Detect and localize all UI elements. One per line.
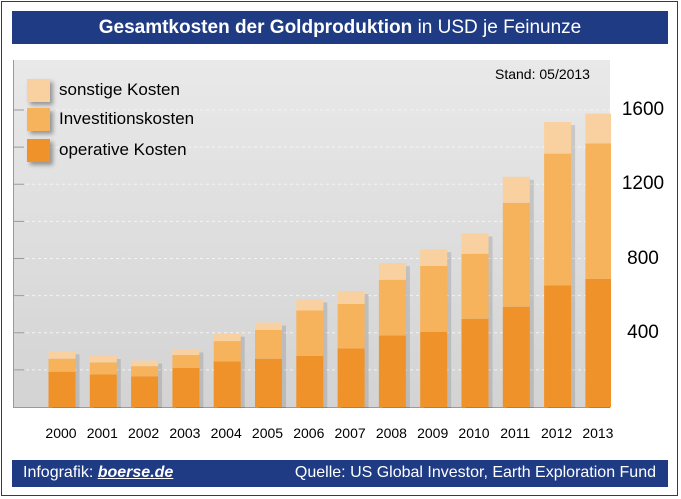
bar-investition-2004 [213, 341, 241, 362]
x-tick-label: 2008 [375, 425, 407, 441]
legend-label-sonstige: sonstige Kosten [59, 80, 180, 99]
bar-investition-2008 [378, 279, 406, 336]
bar-operative-2003 [172, 368, 200, 407]
x-tick-label: 2009 [417, 425, 449, 441]
bar-investition-2005 [255, 329, 282, 359]
bar-sonstige-2000 [48, 351, 76, 359]
title-rest: in USD je Feinunze [417, 17, 582, 38]
bar-sonstige-2009 [420, 249, 448, 266]
bar-operative-2013 [585, 278, 613, 407]
bar-operative-2001 [89, 374, 117, 407]
footer-source: Quelle: US Global Investor, Earth Explor… [294, 464, 656, 481]
bar-sonstige-2007 [337, 290, 365, 304]
x-tick-label: 2012 [541, 425, 573, 441]
bar-investition-2007 [337, 303, 365, 349]
bar-operative-2012 [544, 285, 572, 407]
x-tick-label: 2003 [169, 425, 201, 441]
bar-sonstige-2005 [255, 322, 282, 330]
stand-date: Stand: 05/2013 [495, 66, 590, 82]
plot-area [13, 60, 617, 410]
bar-investition-2006 [296, 310, 324, 356]
bar-sonstige-2013 [585, 113, 613, 144]
bar-operative-2002 [131, 376, 159, 407]
bar-operative-2007 [337, 348, 365, 407]
chart-title: Gesamtkosten der Goldproduktion in USD j… [12, 11, 668, 44]
footer-bar: Infografik: boerse.de Quelle: US Global … [12, 460, 668, 487]
bar-sonstige-2004 [213, 333, 241, 342]
legend-swatch-operative [27, 138, 50, 162]
bar-operative-2008 [378, 335, 406, 407]
bar-sonstige-2006 [296, 299, 324, 311]
footer-credit: Infografik: boerse.de [23, 464, 173, 482]
footer-brand-link[interactable]: boerse.de [97, 464, 174, 481]
bar-operative-2004 [213, 361, 241, 407]
title-bold: Gesamtkosten der Goldproduktion [98, 17, 413, 38]
bar-operative-2009 [420, 331, 448, 407]
bar-operative-2010 [461, 318, 489, 407]
y-tick-label: 800 [627, 247, 659, 269]
y-tick-label: 1600 [621, 99, 665, 120]
bar-investition-2000 [48, 358, 76, 372]
x-tick-label: 2006 [293, 425, 325, 441]
bar-operative-2000 [48, 371, 76, 407]
legend-label-operative: operative Kosten [59, 140, 187, 159]
bar-sonstige-2001 [89, 355, 117, 363]
bar-investition-2010 [461, 253, 489, 319]
bar-sonstige-2012 [544, 122, 572, 154]
bar-sonstige-2010 [461, 233, 489, 254]
bar-investition-2011 [502, 202, 530, 307]
legend-swatch-investition [27, 107, 50, 131]
bar-operative-2005 [255, 358, 282, 407]
x-tick-label: 2010 [458, 425, 490, 441]
bar-investition-2009 [420, 265, 448, 332]
bar-investition-2013 [585, 143, 613, 279]
x-tick-label: 2011 [500, 425, 531, 441]
bar-operative-2006 [296, 355, 324, 407]
legend-item-operative: operative Kosten [27, 138, 187, 162]
legend-item-sonstige: sonstige Kosten [27, 78, 180, 102]
bar-investition-2003 [172, 355, 200, 369]
footer-prefix: Infografik: [23, 464, 94, 481]
bar-investition-2002 [131, 366, 159, 377]
x-tick-label: 2001 [86, 425, 118, 441]
x-tick-label: 2007 [334, 425, 366, 441]
bar-sonstige-2011 [502, 176, 530, 203]
bar-sonstige-2008 [378, 263, 406, 280]
x-tick-label: 2000 [45, 425, 77, 441]
x-tick-label: 2002 [128, 425, 160, 441]
y-tick-label: 1200 [621, 173, 665, 195]
legend-swatch-sonstige [27, 78, 50, 102]
bar-investition-2012 [544, 153, 572, 286]
bar-sonstige-2002 [131, 360, 159, 367]
bar-sonstige-2003 [172, 349, 200, 356]
x-tick-label: 2013 [582, 425, 614, 441]
legend-item-investition: Investitionskosten [27, 107, 194, 131]
bar-operative-2011 [502, 306, 530, 407]
x-tick-label: 2005 [251, 425, 284, 441]
bar-chart [14, 109, 617, 410]
y-tick-label: 400 [627, 321, 659, 343]
legend-label-investition: Investitionskosten [59, 109, 195, 128]
bar-investition-2001 [89, 362, 117, 375]
x-tick-label: 2004 [210, 425, 242, 441]
